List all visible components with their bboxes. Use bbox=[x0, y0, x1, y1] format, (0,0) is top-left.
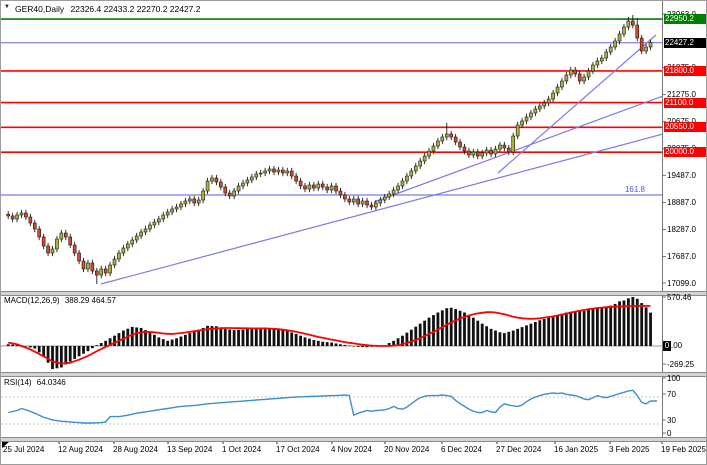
fib-161-label: 161.8 bbox=[625, 185, 646, 194]
time-tick-label: 4 Nov 2024 bbox=[331, 445, 372, 454]
macd-signal-line bbox=[8, 304, 651, 365]
price-tick-label: 21275.0 bbox=[667, 90, 696, 100]
rsi-indicator-label: RSI(14) 64.0346 bbox=[4, 378, 66, 387]
main-price-panel: 161.8 bbox=[1, 15, 662, 285]
time-tick-label: 19 Feb 2025 bbox=[661, 445, 706, 454]
price-tick-label: 19487.0 bbox=[667, 170, 696, 180]
rsi-panel bbox=[1, 389, 662, 425]
symbol-dropdown-icon[interactable]: ▼ bbox=[4, 4, 10, 10]
time-tick-label: 3 Feb 2025 bbox=[609, 445, 650, 454]
price-tick-label: 17099.0 bbox=[667, 278, 696, 288]
time-tick-label: 20 Nov 2024 bbox=[384, 445, 430, 454]
price-tick-label: 18287.0 bbox=[667, 224, 696, 234]
macd-values: 388.29 464.57 bbox=[64, 296, 116, 305]
rsi-name: RSI(14) bbox=[4, 378, 32, 387]
macd-axis-top: 570.46 bbox=[667, 293, 692, 302]
price-badge: 22950.2 bbox=[664, 14, 706, 25]
panel-separator-rsi[interactable] bbox=[1, 372, 706, 377]
macd-name: MACD(12,26,9) bbox=[4, 296, 60, 305]
price-badge: 20000.0 bbox=[664, 147, 706, 158]
macd-zero-badge: 0 bbox=[663, 341, 671, 351]
rsi-line bbox=[8, 389, 657, 424]
macd-indicator-label: MACD(12,26,9) 388.29 464.57 bbox=[4, 296, 116, 305]
price-badge: 21100.0 bbox=[664, 97, 706, 108]
price-badge: 20550.0 bbox=[664, 122, 706, 133]
ohlc-values: 22326.4 22433.2 22270.2 22427.2 bbox=[70, 4, 201, 14]
price-badge: 21800.0 bbox=[664, 65, 706, 76]
time-tick-label: 28 Aug 2024 bbox=[113, 445, 158, 454]
chart-title: GER40,Daily 22326.4 22433.2 22270.2 2242… bbox=[15, 4, 201, 14]
time-tick-label: 16 Jan 2025 bbox=[554, 445, 599, 454]
trendline bbox=[373, 95, 662, 203]
time-tick-label: 17 Oct 2024 bbox=[276, 445, 320, 454]
time-tick-label: 6 Dec 2024 bbox=[441, 445, 482, 454]
time-tick-label: 25 Jul 2024 bbox=[3, 445, 45, 454]
price-tick-label: 18887.0 bbox=[667, 197, 696, 207]
price-tick-label: 20675.0 bbox=[667, 117, 696, 126]
rsi-tick-label: 30 bbox=[667, 416, 676, 425]
price-tick-label: 17687.0 bbox=[667, 251, 696, 261]
macd-axis-bottom: -269.25 bbox=[667, 360, 695, 369]
trendline bbox=[497, 34, 657, 174]
axis-corner-marker bbox=[2, 441, 10, 448]
price-tick-label: 23063.0 bbox=[667, 10, 696, 19]
symbol-period-label: GER40,Daily bbox=[15, 4, 65, 14]
price-badge: 22427.2 bbox=[664, 37, 706, 48]
rsi-tick-label: 70 bbox=[667, 390, 676, 399]
time-tick-label: 12 Aug 2024 bbox=[58, 445, 103, 454]
time-tick-label: 1 Oct 2024 bbox=[222, 445, 262, 454]
panel-separator-xaxis bbox=[1, 437, 706, 442]
macd-panel bbox=[1, 296, 662, 370]
candlesticks bbox=[6, 15, 653, 285]
rsi-tick-label: 100 bbox=[667, 374, 681, 383]
time-tick-label: 13 Sep 2024 bbox=[167, 445, 213, 454]
trendline bbox=[100, 133, 662, 285]
macd-axis-zero: 0.00 bbox=[663, 341, 683, 351]
time-tick-label: 27 Dec 2024 bbox=[496, 445, 542, 454]
rsi-value: 64.0346 bbox=[36, 378, 66, 387]
panel-separator-macd[interactable] bbox=[1, 291, 706, 296]
rsi-tick-label: 0 bbox=[667, 429, 672, 438]
